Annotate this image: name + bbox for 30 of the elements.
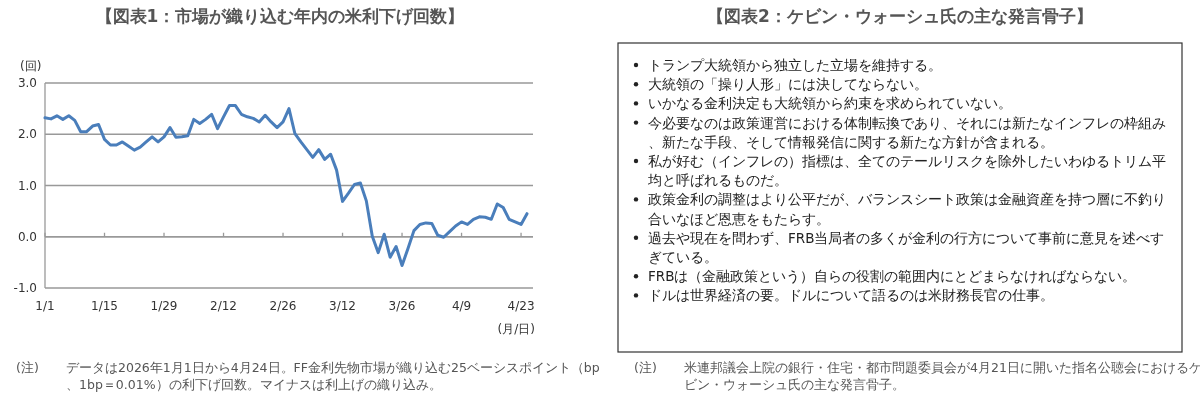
line-series [43,104,529,267]
text: 【図表2：ケビン・ウォーシュ氏の主な発言骨子】 [707,6,1093,26]
x-tick-label: 4/9 [451,299,472,313]
chart-title: 【図表1：市場が織り込む年内の米利下げ回数】 [95,6,465,26]
text: 私が好む（インフレの）指標は、全てのテールリスクを除外したいわゆるトリム平均と呼ばれるものだ。 [647,153,1166,189]
x-tick-label: 1/15 [91,299,118,313]
x-tick-label: 3/12 [329,299,357,313]
y-tick-label: 3.0 [17,76,37,90]
x-tick-label: 2/12 [210,299,237,313]
text: 過去や現在を問わず、FRB当局者の多くが金利の行方について事前に意見を述べすぎている。 [648,229,1165,265]
text: 政策金利の調整はより公平だが、バランスシート政策は金融資産を持つ層に不釣り合いなほど恩恵をもたらす。 [648,191,1166,227]
text: FRBは（金融政策という）自らの役割の範囲内にとどまらなければならない。 [648,268,1137,285]
y-tick-label: -1.0 [13,281,37,295]
text: いかなる金利決定も大統領から約束を求められていない。 [648,95,1012,112]
text: 今必要なのは政策運営における体制転換であり、それには新たなインフレの枠組み、新たな手段、そして情報発信に関する新たな方針が含まれる。 [648,114,1166,150]
y-tick-label: 1.0 [17,178,37,193]
text: (注) 米連邦議会上院の銀行・住宅・都市問題委員会が4月21日に開いた指名公聴会におけるケビン・ウォーシュ氏の主な発言骨子。 [634,360,1200,392]
text: ドルは世界経済の要。ドルについて語るのは米財務長官の仕事。 [648,287,1054,304]
y-tick-label: 2.0 [17,127,37,142]
x-tick-label: 3/26 [388,299,416,313]
x-axis-title: (月/日) [497,322,535,336]
x-tick-label: 1/1 [35,299,55,313]
y-axis-title: (回) [20,59,42,73]
text: (注) データは2026年1月1日から4月24日。FF金利先物市場が織り込む25ベーシスポイント（bp、1bp＝0.01%）の利下げ回数。マイナスは利上げの織り込み。 [16,360,600,392]
text: 大統領の「操り人形」には決してならない。 [648,76,928,93]
x-tick-label: 2/26 [269,299,297,313]
y-tick-label: 0.0 [17,229,37,244]
x-tick-label: 4/23 [507,299,535,313]
text: トランプ大統領から独立した立場を維持する。 [648,57,942,73]
x-tick-label: 1/29 [150,299,178,313]
